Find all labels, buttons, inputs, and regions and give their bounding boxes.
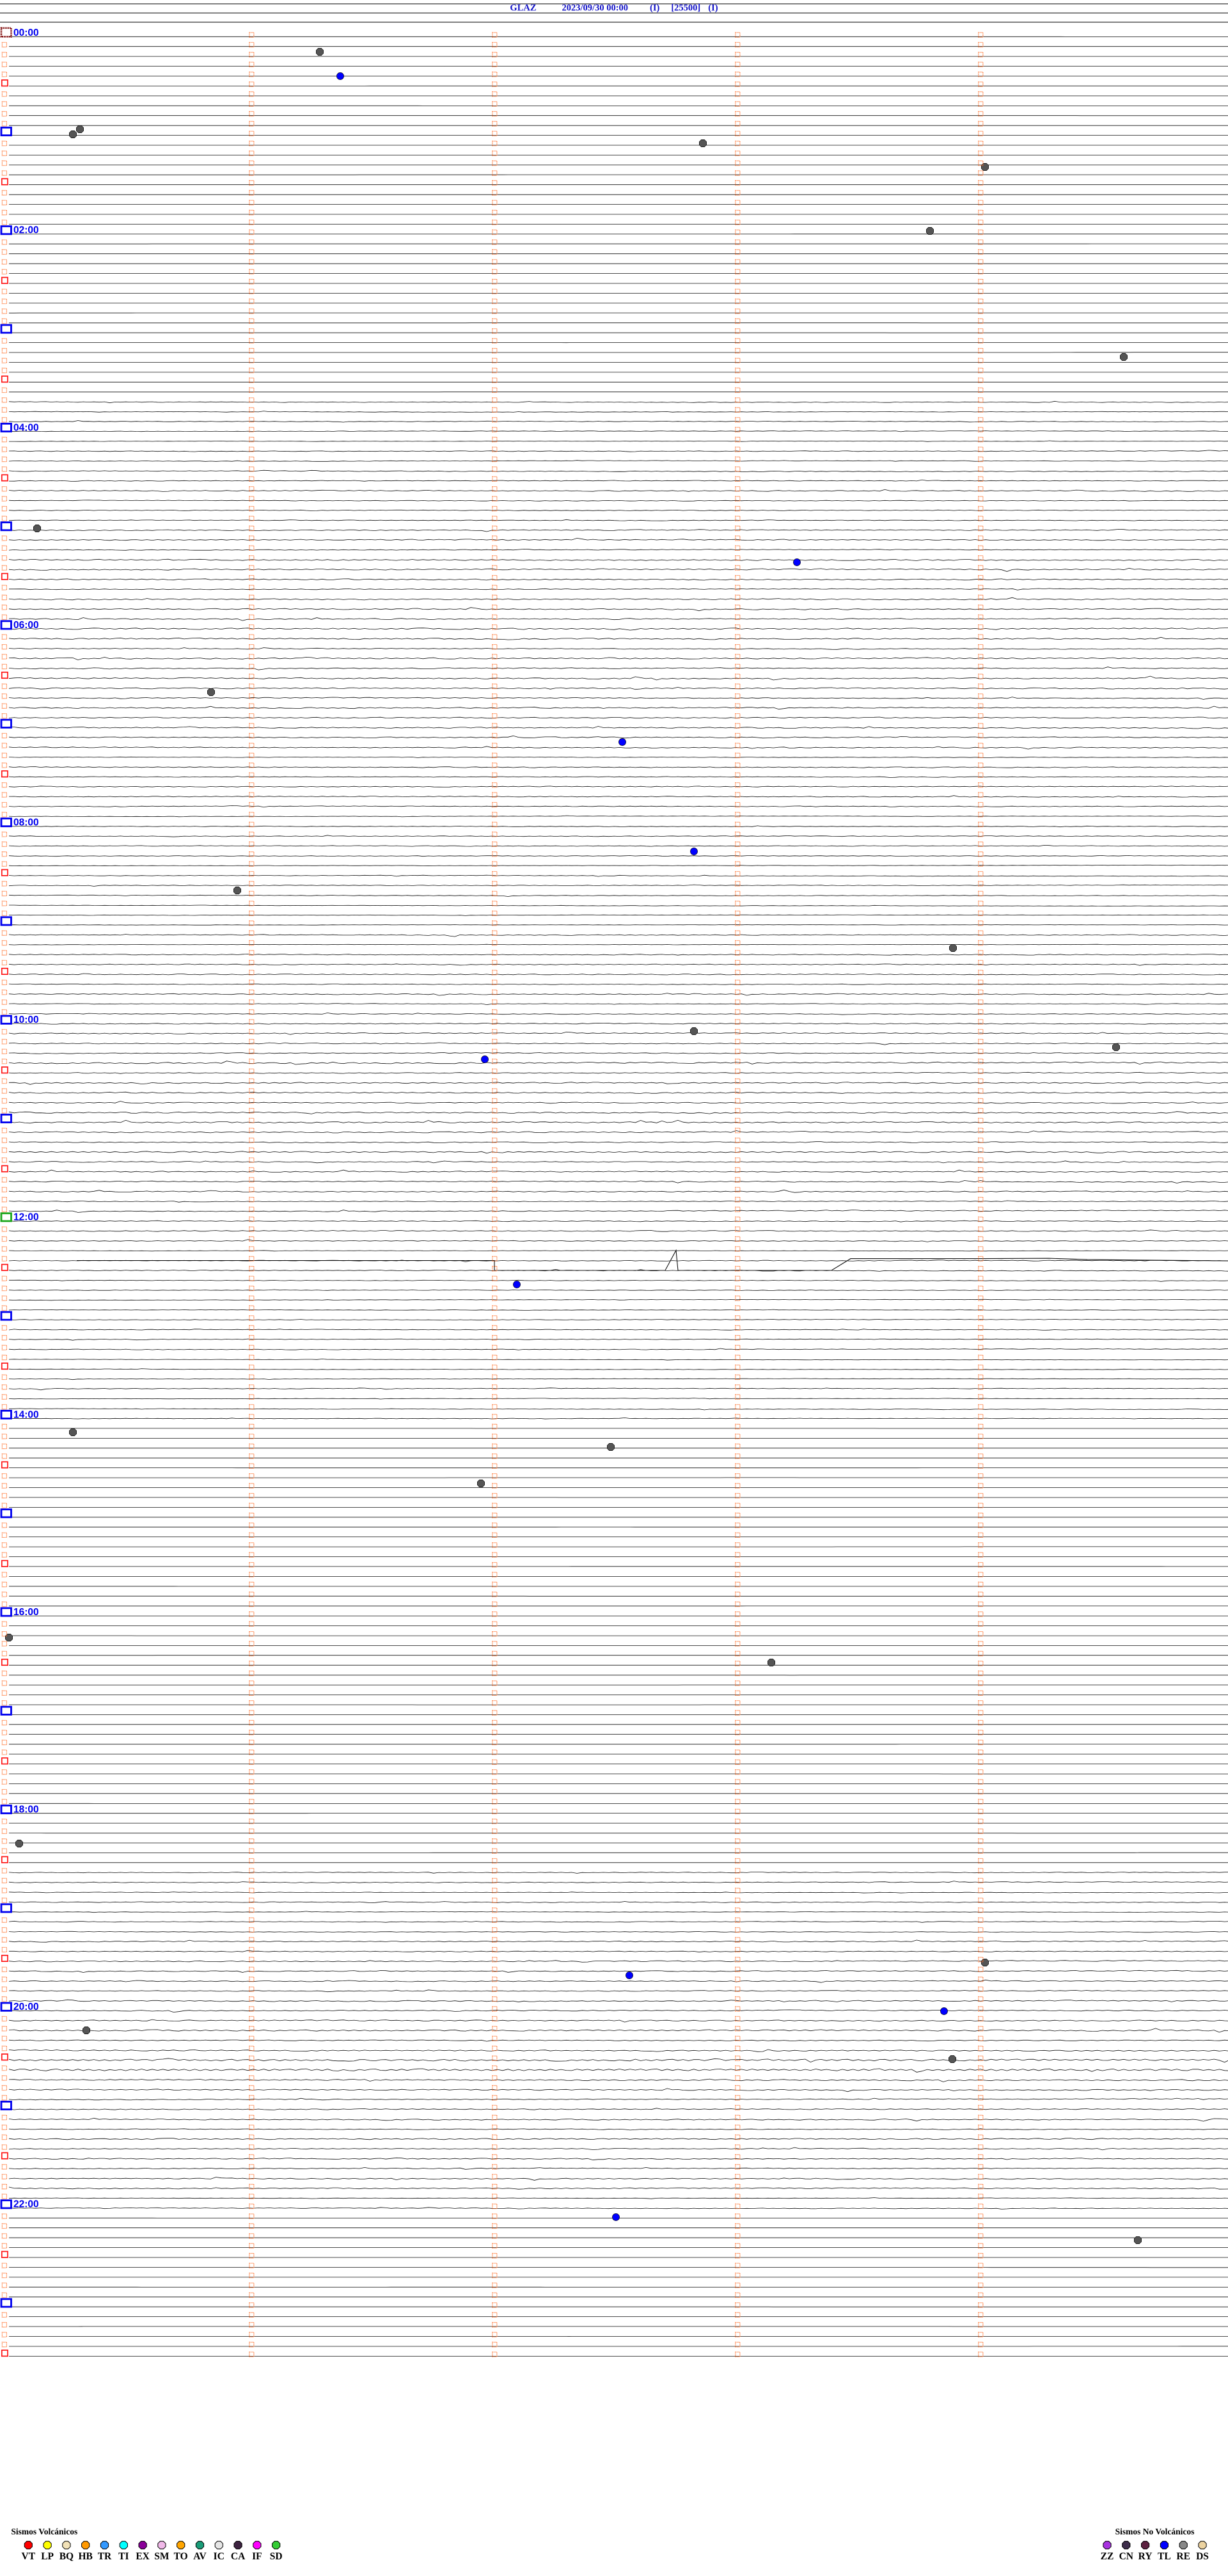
- svg-text:DS: DS: [1196, 2551, 1209, 2562]
- svg-text:04:00: 04:00: [13, 422, 39, 433]
- svg-text:06:00: 06:00: [13, 620, 39, 631]
- svg-text:TI: TI: [118, 2551, 129, 2562]
- svg-text:HB: HB: [78, 2551, 92, 2562]
- svg-text:CA: CA: [231, 2551, 246, 2562]
- svg-text:08:00: 08:00: [13, 818, 39, 828]
- svg-text:18:00: 18:00: [13, 1805, 39, 1815]
- svg-text:14:00: 14:00: [13, 1409, 39, 1420]
- svg-text:20:00: 20:00: [13, 2002, 39, 2012]
- svg-text:SM: SM: [154, 2551, 169, 2562]
- svg-text:22:00: 22:00: [13, 2199, 39, 2210]
- svg-text:00:00: 00:00: [13, 28, 39, 38]
- svg-text:EX: EX: [136, 2551, 150, 2562]
- svg-text:Sismos No Volcánicos: Sismos No Volcánicos: [1115, 2527, 1195, 2536]
- svg-text:12:00: 12:00: [13, 1212, 39, 1223]
- svg-text:AV: AV: [193, 2551, 207, 2562]
- svg-text:CN: CN: [1119, 2551, 1133, 2562]
- svg-text:10:00: 10:00: [13, 1015, 39, 1025]
- svg-text:RE: RE: [1176, 2551, 1190, 2562]
- svg-text:IF: IF: [252, 2551, 262, 2562]
- svg-text:Sismos Volcánicos: Sismos Volcánicos: [11, 2527, 77, 2536]
- svg-text:16:00: 16:00: [13, 1607, 39, 1618]
- svg-text:TL: TL: [1158, 2551, 1171, 2562]
- svg-text:RY: RY: [1138, 2551, 1153, 2562]
- svg-text:VT: VT: [22, 2551, 36, 2562]
- svg-text:SD: SD: [270, 2551, 283, 2562]
- svg-text:BQ: BQ: [59, 2551, 74, 2562]
- svg-text:LP: LP: [41, 2551, 54, 2562]
- svg-text:TO: TO: [174, 2551, 188, 2562]
- svg-text:02:00: 02:00: [13, 225, 39, 236]
- svg-text:TR: TR: [98, 2551, 112, 2562]
- svg-text:IC: IC: [214, 2551, 224, 2562]
- svg-text:ZZ: ZZ: [1101, 2551, 1114, 2562]
